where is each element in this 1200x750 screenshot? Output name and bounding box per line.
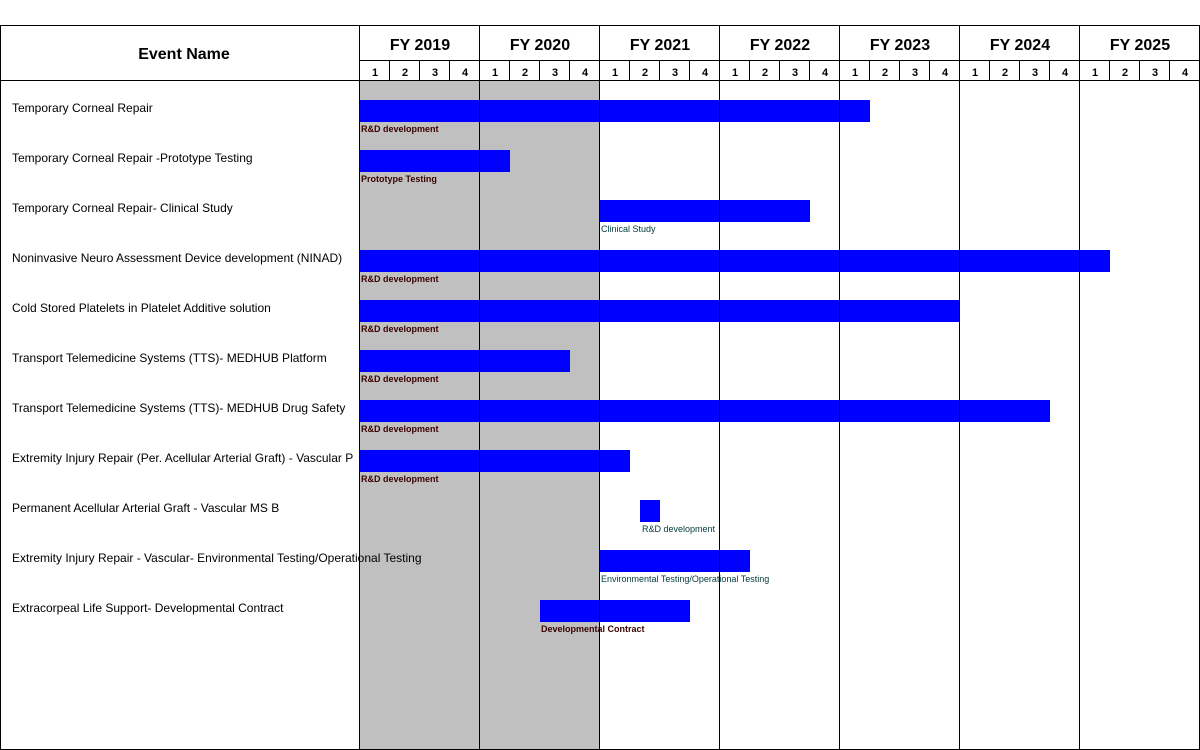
timeline-header: FY 2019 1 2 3 4 FY 2020 1 2 3 4 FY 2021 1 2 3 4 FY 2022… [372, 37, 1189, 79]
bar-label: R&D development [361, 324, 439, 334]
quarter-label: 3 [1032, 67, 1038, 79]
gantt-bar [360, 400, 1050, 422]
fiscal-year-label: FY 2023 [870, 37, 930, 54]
event-name: Extremity Injury Repair - Vascular- Envi… [12, 551, 422, 565]
quarter-label: 4 [462, 67, 469, 79]
fiscal-year-label: FY 2019 [390, 37, 450, 54]
quarter-label: 2 [522, 67, 528, 79]
event-name: Noninvasive Neuro Assessment Device deve… [12, 251, 342, 265]
gantt-bar [360, 350, 570, 372]
quarter-label: 4 [582, 67, 589, 79]
quarter-label: 1 [612, 67, 618, 79]
bar-label: R&D development [361, 374, 439, 384]
event-name-header: Event Name [138, 46, 230, 63]
quarter-label: 3 [912, 67, 918, 79]
event-name: Cold Stored Platelets in Platelet Additi… [12, 301, 271, 315]
quarter-label: 4 [942, 67, 949, 79]
bar-label: R&D development [361, 474, 439, 484]
quarter-label: 4 [822, 67, 829, 79]
quarter-label: 3 [432, 67, 438, 79]
event-name: Permanent Acellular Arterial Graft - Vas… [12, 501, 279, 515]
bar-labels: R&D development Prototype Testing Clinical… [361, 124, 769, 634]
gantt-bar [360, 250, 1110, 272]
fiscal-year-label: FY 2022 [750, 37, 810, 54]
gantt-bar [360, 450, 630, 472]
quarter-label: 1 [372, 67, 378, 79]
gantt-bar [360, 300, 960, 322]
quarter-label: 1 [492, 67, 498, 79]
event-list: Temporary Corneal Repair Temporary Cornea… [12, 101, 422, 615]
gantt-bar [540, 600, 690, 622]
fiscal-year-label: FY 2024 [990, 37, 1050, 54]
fiscal-year-label: FY 2021 [630, 37, 690, 54]
bar-label: Clinical Study [601, 224, 656, 234]
gantt-bar [640, 500, 660, 522]
quarter-label: 4 [702, 67, 709, 79]
quarter-label: 1 [852, 67, 858, 79]
event-name: Temporary Corneal Repair [12, 101, 153, 115]
quarter-label: 3 [792, 67, 798, 79]
quarter-label: 1 [972, 67, 978, 79]
quarter-label: 2 [642, 67, 648, 79]
bar-label: R&D development [361, 424, 439, 434]
quarter-label: 2 [762, 67, 768, 79]
gantt-bar [360, 100, 870, 122]
event-name: Temporary Corneal Repair -Prototype Test… [12, 151, 253, 165]
event-name: Transport Telemedicine Systems (TTS)- ME… [12, 401, 345, 415]
quarter-label: 2 [402, 67, 408, 79]
event-name: Extracorpeal Life Support- Developmental… [12, 601, 284, 615]
gantt-bar [360, 150, 510, 172]
event-name: Transport Telemedicine Systems (TTS)- ME… [12, 351, 327, 365]
bar-label: R&D development [642, 524, 716, 534]
quarter-label: 2 [882, 67, 888, 79]
quarter-label: 1 [1092, 67, 1098, 79]
bar-label: Environmental Testing/Operational Testin… [601, 574, 769, 584]
quarter-label: 3 [552, 67, 558, 79]
gantt-bar [600, 200, 810, 222]
bar-label: Developmental Contract [541, 624, 645, 634]
bar-label: R&D development [361, 274, 439, 284]
quarter-label: 2 [1122, 67, 1128, 79]
bar-layer [360, 100, 1110, 622]
event-name: Temporary Corneal Repair- Clinical Study [12, 201, 233, 215]
quarter-label: 1 [732, 67, 738, 79]
bar-label: Prototype Testing [361, 174, 437, 184]
event-name: Extremity Injury Repair (Per. Acellular … [12, 451, 353, 465]
bar-label: R&D development [361, 124, 439, 134]
fiscal-year-label: FY 2025 [1110, 37, 1170, 54]
quarter-label: 3 [672, 67, 678, 79]
quarter-label: 4 [1062, 67, 1069, 79]
quarter-label: 2 [1002, 67, 1008, 79]
gantt-bar [600, 550, 750, 572]
quarter-label: 4 [1182, 67, 1189, 79]
fiscal-year-label: FY 2020 [510, 37, 570, 54]
quarter-label: 3 [1152, 67, 1158, 79]
